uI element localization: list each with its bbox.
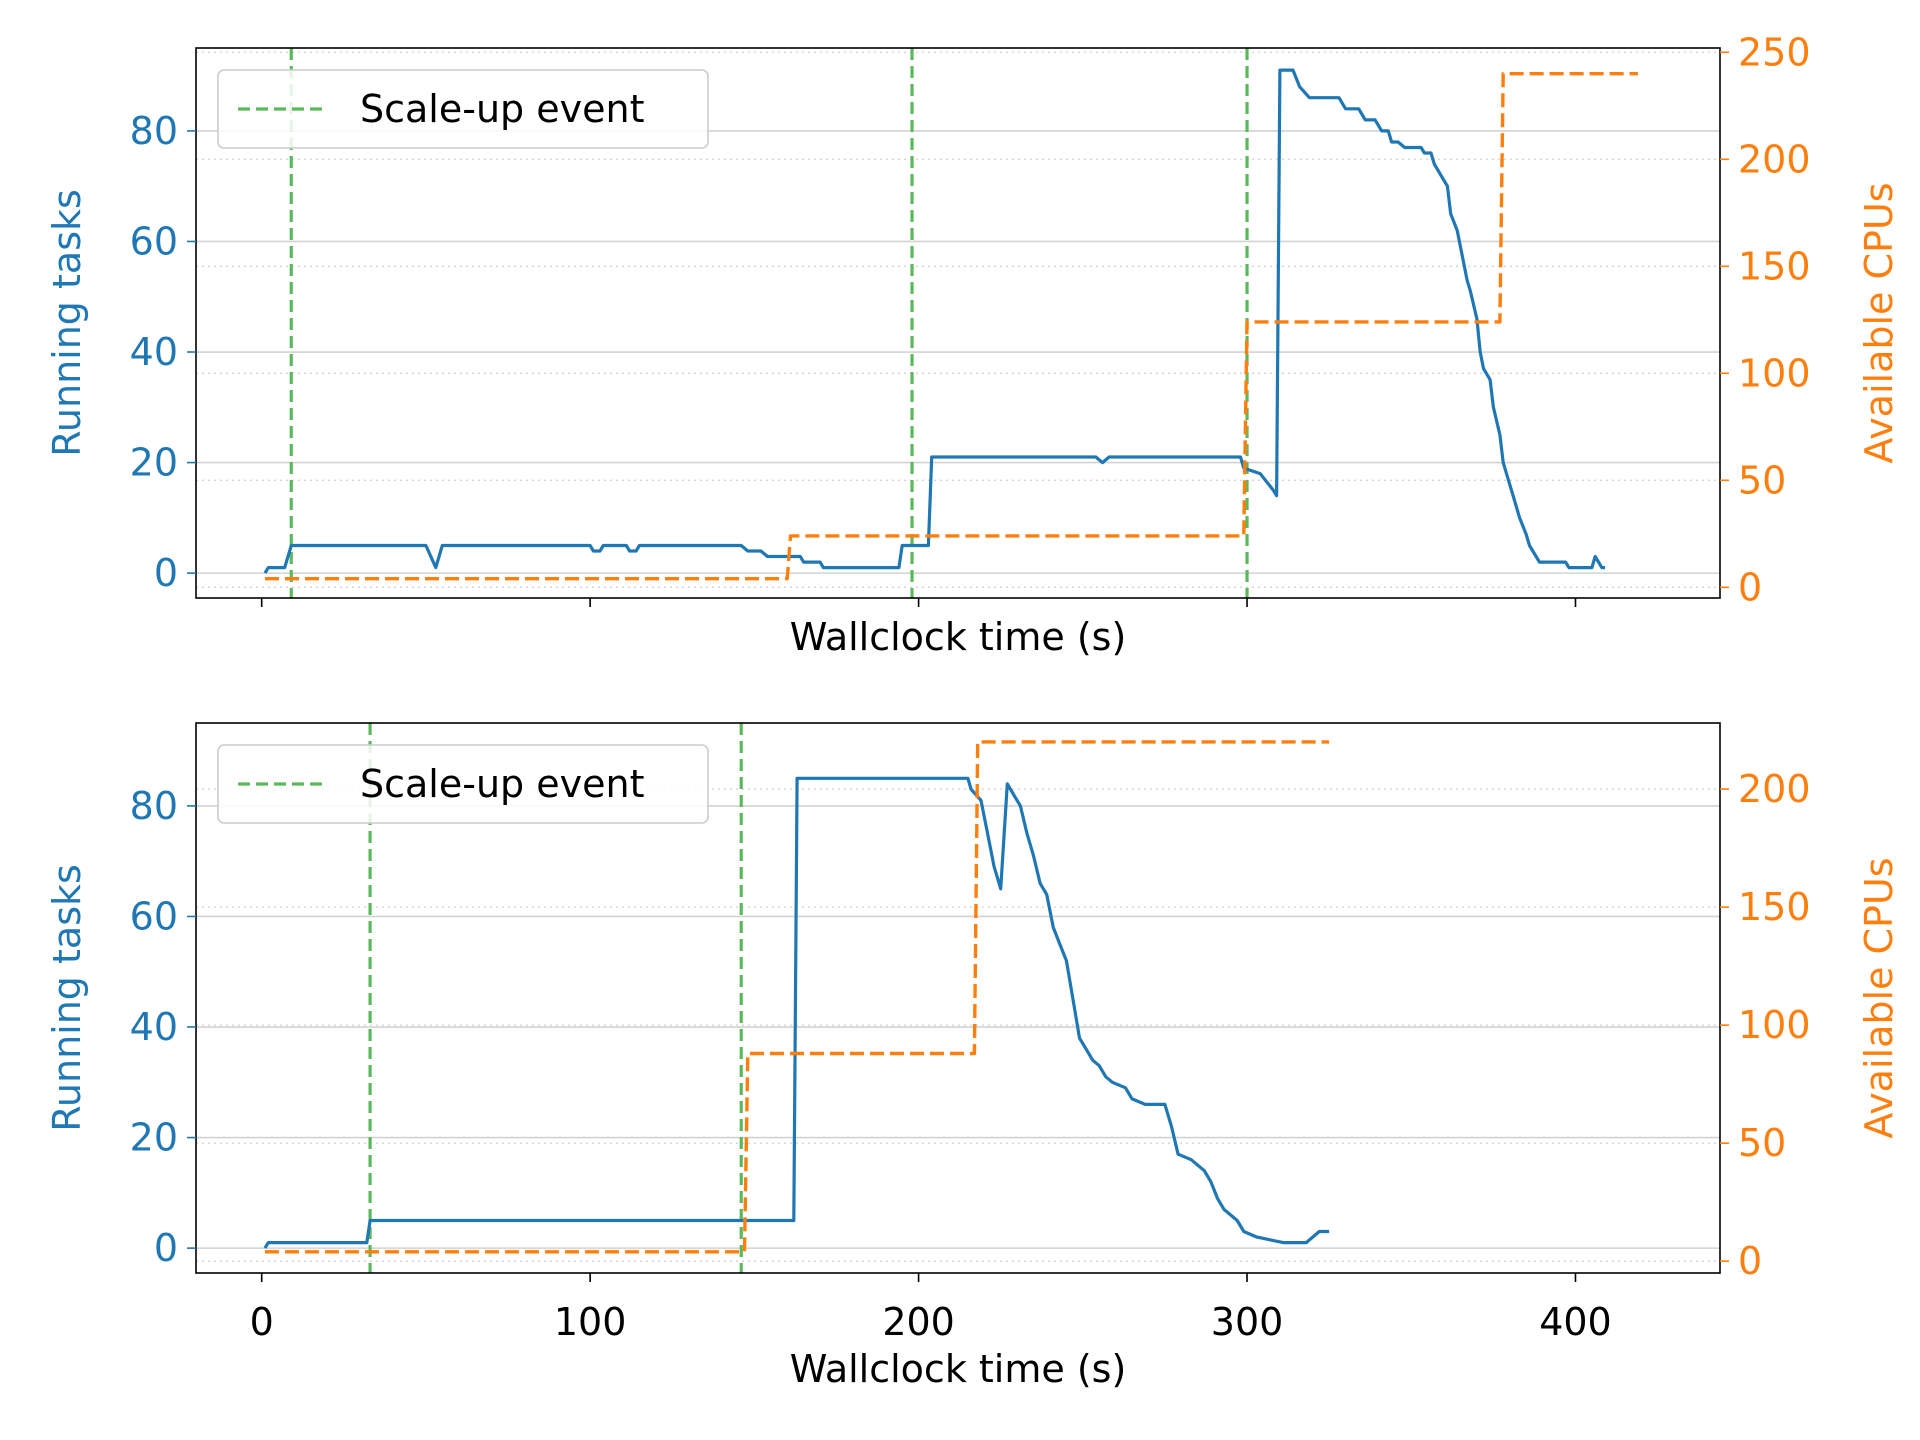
x-axis-label: Wallclock time (s) xyxy=(790,1347,1127,1391)
running-tasks-line xyxy=(263,776,1330,1249)
y-tick-label-right: 200 xyxy=(1738,137,1811,181)
y-tick-label-right: 250 xyxy=(1738,30,1811,74)
x-tick-label: 200 xyxy=(882,1300,955,1344)
running-tasks-line xyxy=(263,68,1605,574)
y-tick-label-left: 60 xyxy=(130,219,178,263)
y-tick-label-left: 80 xyxy=(130,784,178,828)
x-axis-label: Wallclock time (s) xyxy=(790,615,1127,659)
y-tick-label-right: 100 xyxy=(1738,1003,1811,1047)
top-panel: 0 20 40 60 80 0 50 100 150 200 250 Wallclock time (… xyxy=(45,30,1901,659)
plot-frame xyxy=(195,47,1721,599)
available-cpus-line xyxy=(265,740,1330,1254)
y-tick-label-right: 150 xyxy=(1738,244,1811,288)
legend-label: Scale-up event xyxy=(360,87,644,131)
legend-box xyxy=(217,744,709,824)
x-tick-label: 0 xyxy=(250,1300,274,1344)
y-tick-label-left: 20 xyxy=(130,441,178,485)
legend-box xyxy=(217,69,709,149)
available-cpus-line xyxy=(265,72,1638,581)
y-tick-label-left: 0 xyxy=(154,1226,178,1270)
y-tick-label-right: 200 xyxy=(1738,767,1811,811)
y-tick-label-right: 50 xyxy=(1738,458,1786,502)
y-tick-label-left: 0 xyxy=(154,551,178,595)
legend-label: Scale-up event xyxy=(360,762,644,806)
legend: Scale-up event xyxy=(217,69,709,149)
y-axis-label-left: Running tasks xyxy=(45,189,89,457)
y-axis-label-right: Available CPUs xyxy=(1857,182,1901,463)
y-tick-label-left: 40 xyxy=(130,330,178,374)
x-tick-label: 400 xyxy=(1539,1300,1612,1344)
y-tick-label-left: 40 xyxy=(130,1005,178,1049)
legend: Scale-up event xyxy=(217,744,709,824)
bottom-panel: 0 100 200 300 400020406080050100150200Wallcl… xyxy=(45,722,1901,1391)
x-tick-label: 300 xyxy=(1211,1300,1284,1344)
y-tick-label-right: 100 xyxy=(1738,351,1811,395)
y-tick-label-right: 150 xyxy=(1738,885,1811,929)
x-tick-label: 100 xyxy=(554,1300,627,1344)
y-tick-label-left: 60 xyxy=(130,894,178,938)
y-axis-label-left: Running tasks xyxy=(45,864,89,1132)
plot-frame xyxy=(195,722,1721,1274)
y-tick-label-right: 0 xyxy=(1738,565,1762,609)
y-tick-label-left: 80 xyxy=(130,109,178,153)
y-tick-label-left: 20 xyxy=(130,1116,178,1160)
y-axis-label-right: Available CPUs xyxy=(1857,857,1901,1138)
y-tick-label-right: 0 xyxy=(1738,1239,1762,1283)
y-tick-label-right: 50 xyxy=(1738,1121,1786,1165)
